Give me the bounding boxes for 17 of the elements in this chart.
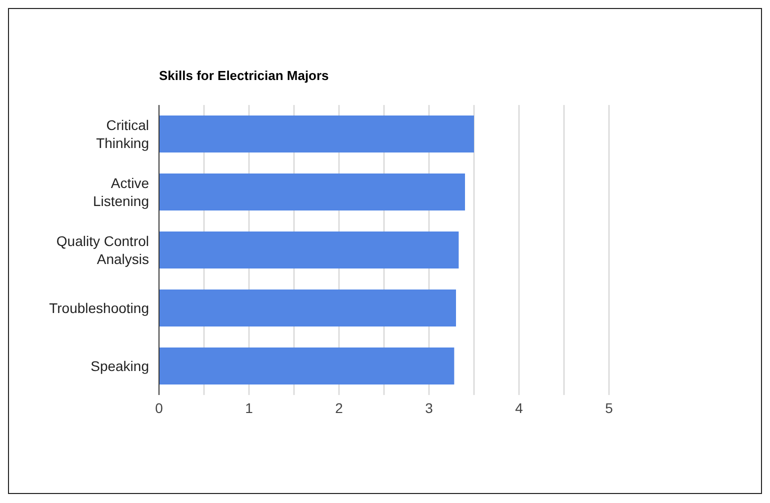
chart-title: Skills for Electrician Majors <box>159 68 329 83</box>
y-tick-label: Speaking <box>90 358 149 374</box>
y-tick-label: Quality Control Analysis <box>56 233 149 267</box>
x-tick-label: 2 <box>335 400 344 416</box>
bar <box>159 173 465 210</box>
x-tick-label: 4 <box>515 400 524 416</box>
y-tick-label: Troubleshooting <box>49 300 149 316</box>
y-tick-label: Critical Thinking <box>96 117 149 151</box>
bar <box>159 289 456 326</box>
x-tick-label: 3 <box>425 400 434 416</box>
x-tick-label: 0 <box>155 400 164 416</box>
x-tick-label: 1 <box>245 400 254 416</box>
y-tick-label: Active Listening <box>92 175 150 209</box>
bar <box>159 347 454 384</box>
bar <box>159 115 474 152</box>
bar <box>159 231 459 268</box>
x-tick-label: 5 <box>605 400 614 416</box>
